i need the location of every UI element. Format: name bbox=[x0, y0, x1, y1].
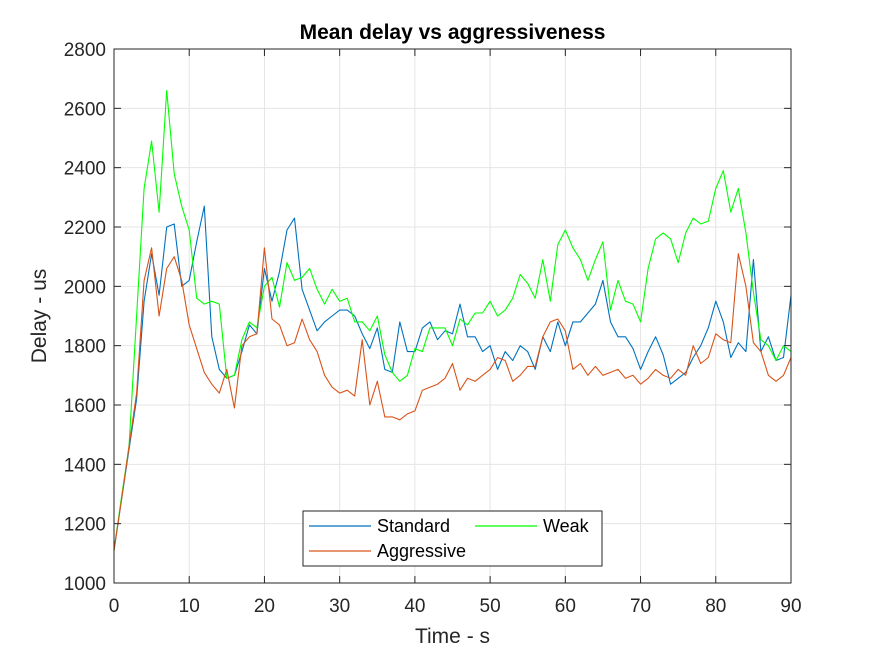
legend-entry-standard: Standard bbox=[377, 516, 450, 536]
plot-area bbox=[114, 49, 791, 583]
x-tick-label: 10 bbox=[179, 596, 200, 617]
x-tick-label: 80 bbox=[705, 596, 726, 617]
x-tick-label: 90 bbox=[780, 596, 801, 617]
legend-entry-weak: Weak bbox=[543, 516, 590, 536]
x-tick-label: 70 bbox=[630, 596, 651, 617]
y-tick-label: 2800 bbox=[64, 40, 106, 61]
axis-ticks bbox=[113, 48, 792, 584]
chart-title: Mean delay vs aggressiveness bbox=[300, 21, 606, 44]
legend-box bbox=[302, 510, 603, 567]
plot-frame bbox=[113, 48, 792, 584]
legend: Standard Weak Aggressive bbox=[302, 510, 603, 567]
y-tick-label: 2400 bbox=[64, 159, 106, 180]
y-tick-labels: 1000 1200 1400 1600 1800 2000 2200 2400 2600 2800 bbox=[64, 40, 106, 595]
y-tick-label: 1800 bbox=[64, 337, 106, 358]
x-axis-label: Time - s bbox=[415, 625, 490, 648]
series-line-weak bbox=[113, 89, 792, 551]
x-tick-label: 60 bbox=[555, 596, 576, 617]
legend-entry-aggressive: Aggressive bbox=[377, 541, 466, 561]
x-tick-label: 30 bbox=[329, 596, 350, 617]
x-tick-labels: 0 10 20 30 40 50 60 70 80 90 bbox=[109, 596, 802, 617]
y-tick-label: 2600 bbox=[64, 99, 106, 120]
x-tick-label: 20 bbox=[254, 596, 275, 617]
y-tick-label: 1600 bbox=[64, 396, 106, 417]
y-tick-label: 1000 bbox=[64, 574, 106, 595]
y-tick-label: 1400 bbox=[64, 455, 106, 476]
y-tick-label: 2200 bbox=[64, 218, 106, 239]
series-line-aggressive bbox=[113, 247, 792, 551]
series-layer bbox=[113, 89, 792, 551]
x-tick-label: 40 bbox=[404, 596, 425, 617]
y-axis-label: Delay - us bbox=[28, 269, 51, 364]
y-tick-label: 1200 bbox=[64, 515, 106, 536]
x-tick-label: 0 bbox=[109, 596, 120, 617]
x-tick-label: 50 bbox=[480, 596, 501, 617]
y-tick-label: 2000 bbox=[64, 277, 106, 298]
